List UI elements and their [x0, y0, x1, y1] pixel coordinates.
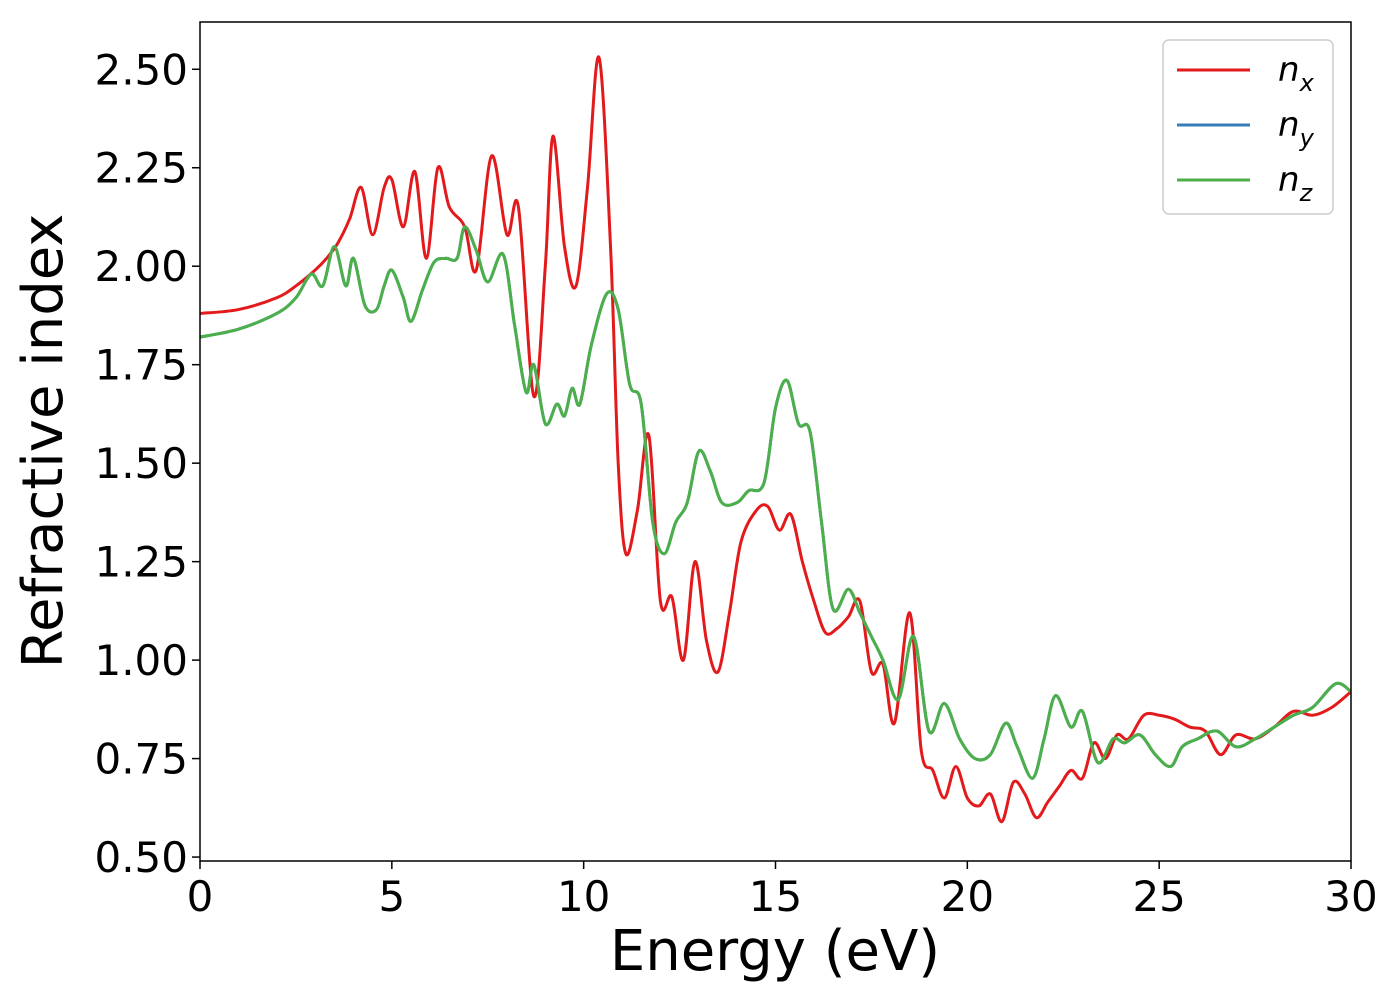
x-tick-label: 5: [378, 872, 405, 921]
y-tick-label: 2.00: [94, 242, 188, 291]
series-line-z: [200, 225, 1351, 780]
x-tick-label: 10: [557, 872, 610, 921]
y-tick-label: 1.50: [94, 439, 188, 488]
legend-label-base: n: [1278, 160, 1300, 200]
y-tick-label: 2.50: [94, 45, 188, 94]
legend-label-base: n: [1278, 50, 1300, 90]
y-axis-title: Refractive index: [11, 214, 76, 669]
legend-box: [1162, 39, 1334, 215]
legend-label-subscript: x: [1299, 69, 1315, 97]
legend-label-z: nz: [1278, 160, 1314, 207]
x-tick-label: 30: [1324, 872, 1377, 921]
y-tick-label: 1.75: [94, 341, 188, 390]
x-tick-label: 25: [1132, 872, 1185, 921]
legend-label-x: nx: [1278, 50, 1315, 97]
x-axis: 0 5 10 15 20 25 30: [187, 861, 1378, 921]
x-tick-label: 0: [187, 872, 214, 921]
y-tick-label: 2.25: [94, 144, 188, 193]
y-tick-label: 0.50: [94, 833, 188, 882]
series-layer: [200, 55, 1351, 824]
series-line-y: [200, 225, 1351, 780]
legend-label-base: n: [1278, 105, 1300, 145]
x-tick-label: 15: [749, 872, 802, 921]
y-tick-label: 1.00: [94, 636, 188, 685]
y-tick-label: 0.75: [94, 735, 188, 784]
legend-label-subscript: y: [1299, 124, 1315, 152]
x-axis-title: Energy (eV): [610, 919, 940, 984]
y-axis: 0.50 0.75 1.00 1.25 1.50 1.75 2.00 2.25 2.50: [94, 45, 200, 882]
legend-label-subscript: z: [1299, 179, 1314, 207]
legend-label-y: ny: [1278, 105, 1315, 152]
series-line-x: [200, 55, 1351, 824]
x-tick-label: 20: [941, 872, 994, 921]
y-tick-label: 1.25: [94, 538, 188, 587]
